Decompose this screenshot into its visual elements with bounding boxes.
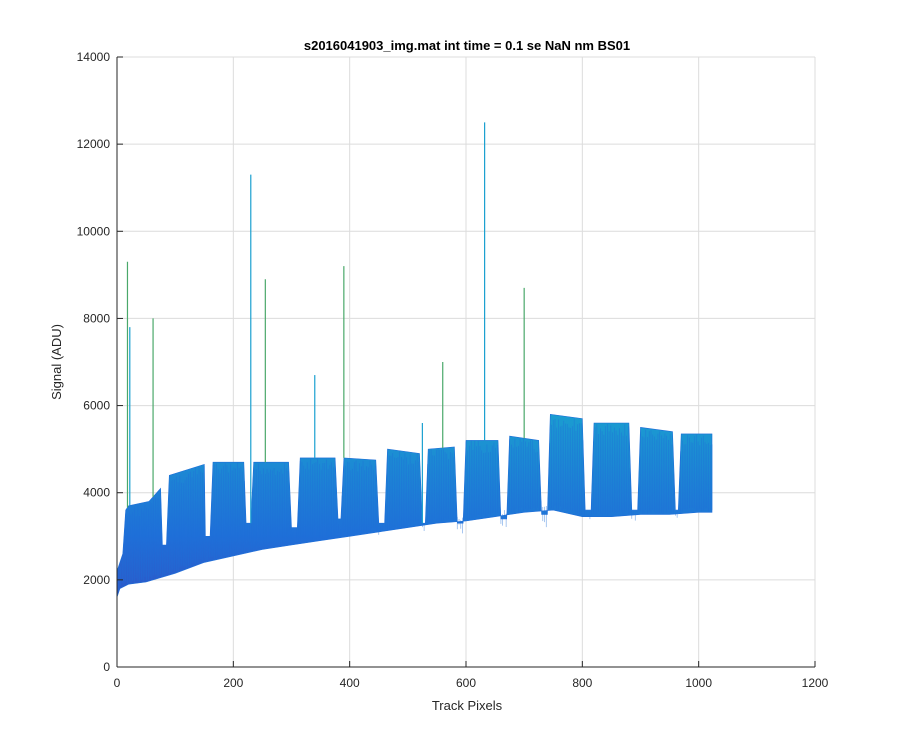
x-tick-label: 1000 (685, 676, 712, 690)
x-tick-label: 0 (114, 676, 121, 690)
x-axis-label: Track Pixels (432, 698, 503, 713)
y-tick-label: 10000 (77, 224, 111, 238)
data-layer (116, 122, 713, 598)
chart-title: s2016041903_img.mat int time = 0.1 se Na… (304, 38, 630, 53)
y-tick-label: 14000 (77, 50, 111, 64)
y-tick-label: 2000 (83, 573, 110, 587)
grid-layer (116, 56, 816, 668)
y-tick-label: 4000 (83, 486, 110, 500)
y-tick-label: 6000 (83, 399, 110, 413)
y-tick-label: 8000 (83, 311, 110, 325)
y-tick-label: 0 (103, 660, 110, 674)
y-tick-label: 12000 (77, 137, 111, 151)
signal-band (116, 413, 713, 598)
x-tick-label: 400 (340, 676, 360, 690)
x-tick-label: 1200 (802, 676, 829, 690)
x-tick-label: 600 (456, 676, 476, 690)
x-tick-label: 800 (572, 676, 592, 690)
tick-layer: 0 200 400 600 800 1000 12000200040006000800010… (77, 50, 829, 690)
x-tick-label: 200 (223, 676, 243, 690)
y-axis-label: Signal (ADU) (49, 324, 64, 400)
signal-texture (116, 418, 713, 595)
